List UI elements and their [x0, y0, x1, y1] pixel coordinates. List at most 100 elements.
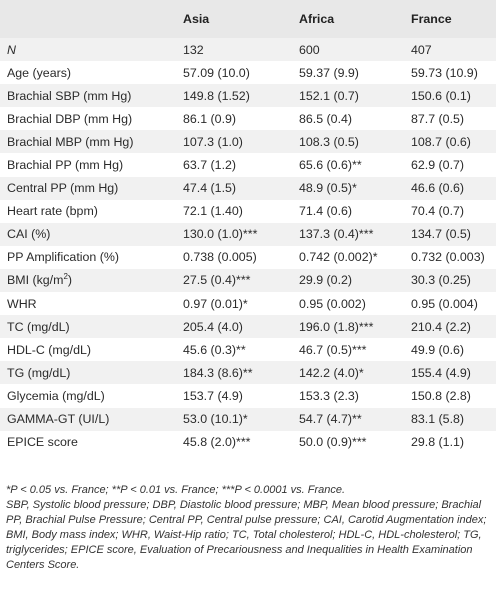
cell-france: 30.3 (0.25) — [411, 268, 496, 293]
row-label: Age (years) — [0, 61, 183, 85]
header-cell-label — [0, 0, 183, 38]
cell-africa: 46.7 (0.5)*** — [299, 338, 411, 362]
row-label: PP Amplification (%) — [0, 245, 183, 269]
cell-asia: 53.0 (10.1)* — [183, 407, 299, 431]
cell-france: 150.6 (0.1) — [411, 84, 496, 108]
row-label-superscript: 2 — [63, 272, 68, 282]
table-row: Brachial DBP (mm Hg) 86.1 (0.9) 86.5 (0.4)… — [0, 107, 496, 131]
cell-asia: 0.97 (0.01)* — [183, 292, 299, 316]
significance-note: *P < 0.05 vs. France; **P < 0.01 vs. Fra… — [6, 484, 346, 496]
row-label: Central PP (mm Hg) — [0, 176, 183, 200]
row-label: TG (mg/dL) — [0, 361, 183, 385]
cell-asia: 184.3 (8.6)** — [183, 361, 299, 385]
cell-france: 49.9 (0.6) — [411, 338, 496, 362]
table-header: Asia Africa France — [0, 0, 496, 38]
row-label: HDL-C (mg/dL) — [0, 338, 183, 362]
cell-africa: 137.3 (0.4)*** — [299, 222, 411, 246]
table-body: N 132 600 407 Age (years) 57.09 (10.0) 59.37 (… — [0, 38, 496, 454]
cell-france: 0.732 (0.003) — [411, 245, 496, 269]
cell-asia: 27.5 (0.4)*** — [183, 268, 299, 293]
cell-africa: 600 — [299, 38, 411, 62]
cell-france: 108.7 (0.6) — [411, 130, 496, 154]
table-row: TG (mg/dL) 184.3 (8.6)** 142.2 (4.0)* 155.4… — [0, 361, 496, 385]
cell-africa: 0.742 (0.002)* — [299, 245, 411, 269]
row-label: Heart rate (bpm) — [0, 199, 183, 223]
table-row: Age (years) 57.09 (10.0) 59.37 (9.9) 59.73 … — [0, 61, 496, 85]
table-row: WHR 0.97 (0.01)* 0.95 (0.002) 0.95 (0.004) — [0, 292, 496, 316]
cell-africa: 71.4 (0.6) — [299, 199, 411, 223]
cell-africa: 152.1 (0.7) — [299, 84, 411, 108]
header-cell-france: France — [411, 0, 496, 38]
cell-asia: 86.1 (0.9) — [183, 107, 299, 131]
cell-asia: 132 — [183, 38, 299, 62]
cell-france: 87.7 (0.5) — [411, 107, 496, 131]
cell-africa: 108.3 (0.5) — [299, 130, 411, 154]
table-row: GAMMA-GT (UI/L) 53.0 (10.1)* 54.7 (4.7)** 8… — [0, 407, 496, 431]
abbreviations-note: SBP, Systolic blood pressure; DBP, Diast… — [6, 499, 487, 572]
cell-asia: 107.3 (1.0) — [183, 130, 299, 154]
row-label: CAI (%) — [0, 222, 183, 246]
cell-asia: 45.6 (0.3)** — [183, 338, 299, 362]
cell-asia: 45.8 (2.0)*** — [183, 430, 299, 454]
cell-france: 407 — [411, 38, 496, 62]
cell-asia: 63.7 (1.2) — [183, 153, 299, 177]
cell-africa: 65.6 (0.6)** — [299, 153, 411, 177]
table-row: Brachial PP (mm Hg) 63.7 (1.2) 65.6 (0.6)*… — [0, 153, 496, 177]
cell-africa: 50.0 (0.9)*** — [299, 430, 411, 454]
row-label: BMI (kg/m2) — [0, 268, 183, 293]
data-table: Asia Africa France N 132 600 407 Age (years)… — [0, 0, 496, 454]
cell-france: 62.9 (0.7) — [411, 153, 496, 177]
row-label: Brachial SBP (mm Hg) — [0, 84, 183, 108]
cell-france: 70.4 (0.7) — [411, 199, 496, 223]
cell-africa: 153.3 (2.3) — [299, 384, 411, 408]
table-row: HDL-C (mg/dL) 45.6 (0.3)** 46.7 (0.5)*** 49… — [0, 338, 496, 362]
table-row: Brachial SBP (mm Hg) 149.8 (1.52) 152.1 (0… — [0, 84, 496, 108]
cell-africa: 142.2 (4.0)* — [299, 361, 411, 385]
cell-asia: 72.1 (1.40) — [183, 199, 299, 223]
cell-asia: 130.0 (1.0)*** — [183, 222, 299, 246]
cell-france: 46.6 (0.6) — [411, 176, 496, 200]
table-notes: *P < 0.05 vs. France; **P < 0.01 vs. Fra… — [6, 483, 492, 574]
cell-asia: 153.7 (4.9) — [183, 384, 299, 408]
table-row: Heart rate (bpm) 72.1 (1.40) 71.4 (0.6) 70.… — [0, 199, 496, 223]
cell-france: 0.95 (0.004) — [411, 292, 496, 316]
table-row: N 132 600 407 — [0, 38, 496, 62]
row-label: Brachial MBP (mm Hg) — [0, 130, 183, 154]
row-label: GAMMA-GT (UI/L) — [0, 407, 183, 431]
cell-asia: 57.09 (10.0) — [183, 61, 299, 85]
table-row: Central PP (mm Hg) 47.4 (1.5) 48.9 (0.5)* 4… — [0, 176, 496, 200]
row-label: TC (mg/dL) — [0, 315, 183, 339]
row-label: WHR — [0, 292, 183, 316]
row-label: EPICE score — [0, 430, 183, 454]
row-label-end: ) — [67, 273, 73, 288]
cell-africa: 29.9 (0.2) — [299, 268, 411, 293]
row-label: Brachial PP (mm Hg) — [0, 153, 183, 177]
table-row: PP Amplification (%) 0.738 (0.005) 0.742 (… — [0, 245, 496, 269]
cell-africa: 86.5 (0.4) — [299, 107, 411, 131]
table-row: BMI (kg/m2) 27.5 (0.4)*** 29.9 (0.2) 30.3 (… — [0, 268, 496, 293]
table-row: TC (mg/dL) 205.4 (4.0) 196.0 (1.8)*** 210.4… — [0, 315, 496, 339]
header-cell-africa: Africa — [299, 0, 411, 38]
header-row: Asia Africa France — [0, 0, 496, 38]
cell-asia: 0.738 (0.005) — [183, 245, 299, 269]
cell-france: 210.4 (2.2) — [411, 315, 496, 339]
cell-france: 29.8 (1.1) — [411, 430, 496, 454]
cell-africa: 0.95 (0.002) — [299, 292, 411, 316]
table-row: EPICE score 45.8 (2.0)*** 50.0 (0.9)*** 29.… — [0, 430, 496, 454]
row-label: Brachial DBP (mm Hg) — [0, 107, 183, 131]
cell-africa: 54.7 (4.7)** — [299, 407, 411, 431]
row-label-text: BMI (kg/m — [7, 273, 64, 288]
header-cell-asia: Asia — [183, 0, 299, 38]
cell-france: 83.1 (5.8) — [411, 407, 496, 431]
cell-france: 59.73 (10.9) — [411, 61, 496, 85]
row-label: Glycemia (mg/dL) — [0, 384, 183, 408]
cell-africa: 48.9 (0.5)* — [299, 176, 411, 200]
row-label: N — [0, 38, 183, 62]
cell-asia: 47.4 (1.5) — [183, 176, 299, 200]
cell-africa: 59.37 (9.9) — [299, 61, 411, 85]
table-row: CAI (%) 130.0 (1.0)*** 137.3 (0.4)*** 134.7… — [0, 222, 496, 246]
cell-africa: 196.0 (1.8)*** — [299, 315, 411, 339]
table-row: Brachial MBP (mm Hg) 107.3 (1.0) 108.3 (0.… — [0, 130, 496, 154]
cell-asia: 149.8 (1.52) — [183, 84, 299, 108]
